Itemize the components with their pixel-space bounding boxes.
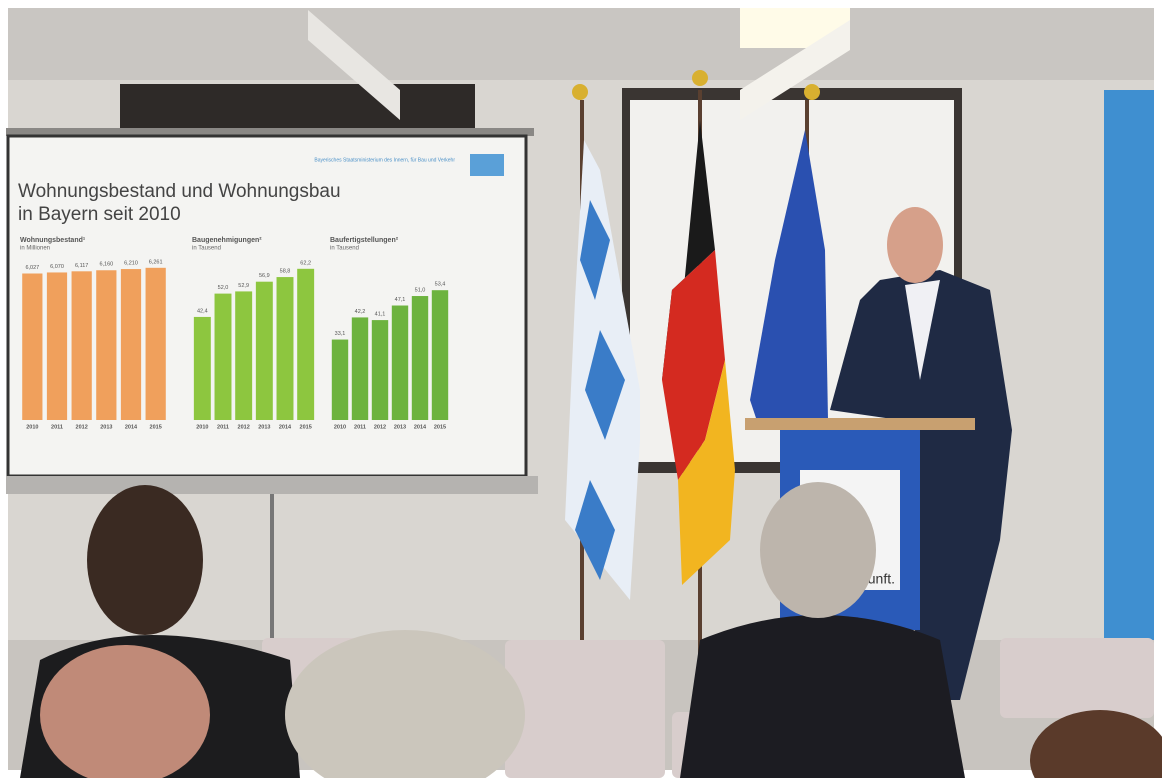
panel-title: Wohnungsbestand¹ [20, 237, 86, 244]
x-tick-label: 2010 [196, 424, 208, 430]
bar [351, 317, 369, 420]
ceiling [8, 8, 1154, 80]
flag-lozenge [580, 200, 610, 300]
bar [96, 270, 117, 420]
lamp [308, 10, 400, 120]
bar [255, 281, 273, 420]
x-tick-label: 2012 [238, 424, 250, 430]
x-tick-label: 2011 [217, 424, 229, 430]
screen-bottom [6, 476, 538, 494]
bar [214, 293, 232, 420]
x-tick-label: 2015 [434, 424, 446, 430]
x-tick-label: 2013 [100, 424, 112, 430]
slide-header: Bayerisches Staatsministerium des Innern… [314, 157, 455, 163]
speaker-suit [830, 270, 1012, 700]
x-tick-label: 2014 [414, 424, 427, 430]
bar [71, 271, 92, 420]
slide-title: in Bayern seit 2010 [18, 204, 181, 225]
panel-subtitle: in Millionen [20, 246, 50, 252]
value-label: 62,2 [300, 260, 311, 266]
x-tick-label: 2011 [51, 424, 63, 430]
bar [391, 305, 409, 420]
value-label: 33,1 [335, 331, 346, 337]
bar [46, 272, 68, 420]
x-tick-label: 2013 [394, 424, 406, 430]
bar [22, 273, 43, 420]
flag-lozenge [585, 330, 625, 440]
value-label: 47,1 [395, 297, 406, 303]
x-tick-label: 2012 [374, 424, 386, 430]
bar [411, 296, 429, 420]
finial [572, 84, 588, 100]
x-tick-label: 2013 [258, 424, 270, 430]
stand [270, 494, 274, 644]
value-label: 6,160 [99, 262, 113, 268]
window [120, 84, 475, 132]
podium-text: unft. [868, 571, 895, 587]
audience-head [760, 482, 876, 618]
flag-red [662, 250, 725, 480]
x-tick-label: 2012 [76, 424, 88, 430]
value-label: 6,261 [149, 259, 163, 265]
value-label: 6,210 [124, 261, 138, 267]
value-label: 42,2 [355, 309, 366, 315]
podium-top [745, 418, 975, 430]
value-label: 56,9 [259, 273, 270, 279]
value-label: 53,4 [435, 282, 446, 288]
x-tick-label: 2014 [279, 424, 292, 430]
speaker-head [887, 207, 943, 283]
bar [276, 277, 294, 420]
bar [331, 339, 349, 420]
finial [692, 70, 708, 86]
flag-gold [678, 360, 735, 585]
audience-head [1030, 710, 1162, 778]
x-tick-label: 2010 [334, 424, 346, 430]
x-tick-label: 2015 [300, 424, 312, 430]
finial [804, 84, 820, 100]
logo [470, 154, 504, 176]
flag-lozenge [575, 480, 615, 580]
audience-head [87, 485, 203, 635]
chair [1000, 638, 1154, 718]
panel-title: Baugenehmigungen² [192, 237, 262, 244]
chair [505, 640, 665, 778]
x-tick-label: 2015 [150, 424, 162, 430]
audience-head [285, 630, 525, 778]
value-label: 52,0 [218, 285, 229, 291]
charts: Wohnungsbestand¹ in Millionen 6,027 2010 6,0… [20, 237, 449, 430]
x-tick-label: 2011 [354, 424, 366, 430]
audience-head [40, 645, 210, 778]
panel-title: Baufertigstellungen² [330, 237, 399, 244]
value-label: 51,0 [415, 287, 426, 293]
panel-subtitle: in Tausend [192, 246, 221, 252]
bar [145, 267, 166, 420]
bar [297, 268, 315, 420]
value-label: 6,070 [50, 264, 64, 270]
bar [120, 269, 142, 420]
bar [193, 316, 211, 420]
value-label: 6,117 [75, 263, 88, 269]
value-label: 52,9 [238, 283, 249, 289]
x-tick-label: 2014 [125, 424, 138, 430]
banner [1104, 90, 1154, 640]
shirt [905, 280, 940, 380]
screen-top [6, 128, 534, 136]
value-label: 58,8 [280, 269, 291, 275]
value-label: 42,4 [197, 308, 208, 314]
panel-subtitle: in Tausend [330, 246, 359, 252]
audience-body [680, 615, 965, 778]
bar [371, 320, 389, 420]
value-label: 6,027 [25, 265, 39, 271]
slide-title: Wohnungsbestand und Wohnungsbau [18, 181, 341, 202]
bar [431, 290, 449, 420]
lamp [740, 20, 850, 120]
flag-eu [750, 130, 828, 430]
value-label: 41,1 [375, 312, 386, 318]
x-tick-label: 2010 [26, 424, 38, 430]
bar [235, 291, 253, 420]
